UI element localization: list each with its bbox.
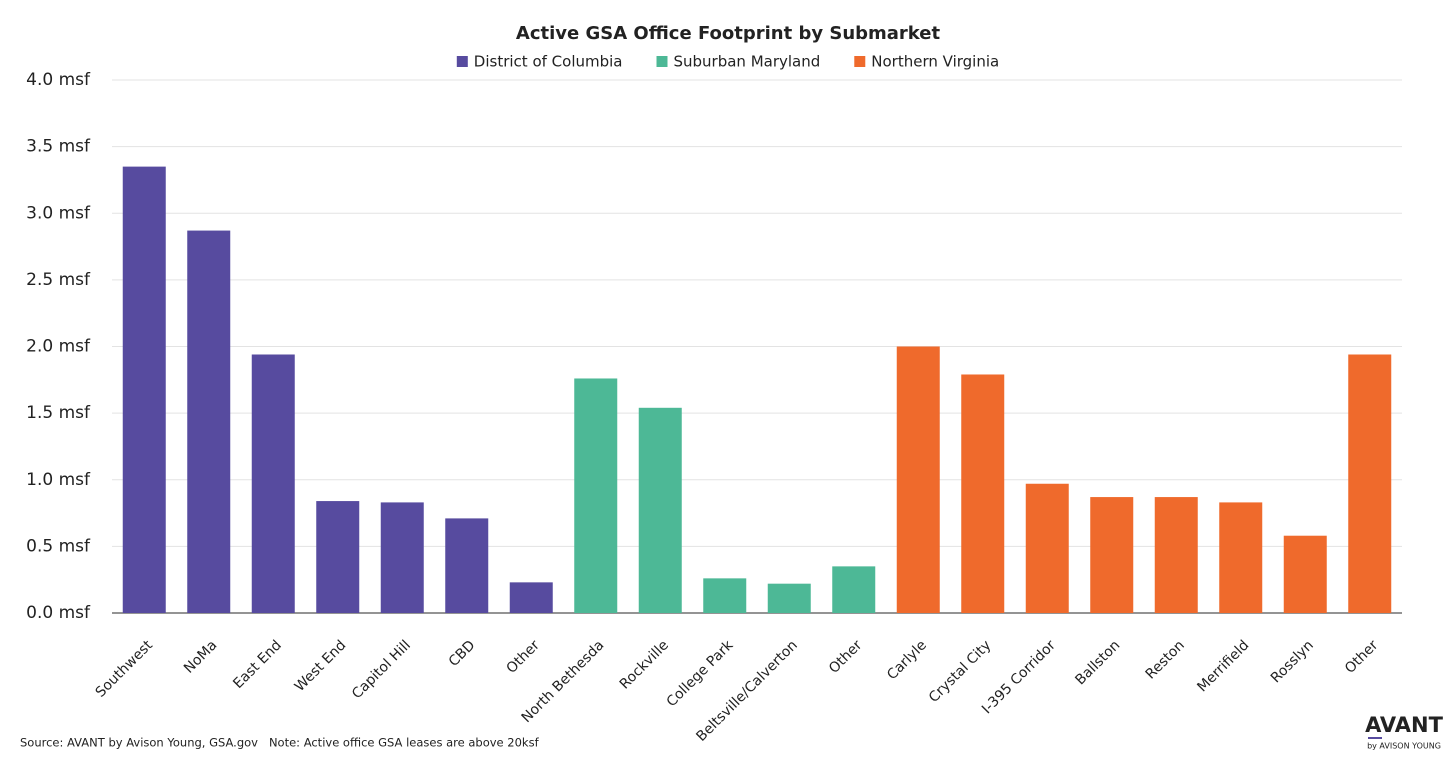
x-tick-label: West End (292, 637, 350, 695)
x-tick-label: Southwest (93, 637, 157, 701)
x-tick-label: Other (503, 637, 543, 677)
x-tick-label: Crystal City (926, 637, 995, 706)
bar (122, 166, 166, 614)
x-tick-label: College Park (664, 637, 737, 710)
source-note: Source: AVANT by Avison Young, GSA.gov N… (20, 736, 540, 750)
legend-swatch (656, 56, 668, 67)
bar (509, 582, 553, 613)
y-tick-label: 3.5 msf (26, 137, 91, 157)
bar (1025, 483, 1069, 613)
x-tick-label: Reston (1143, 637, 1188, 682)
x-tick-label: NoMa (181, 637, 220, 676)
x-tick-label: Other (1342, 637, 1382, 677)
bar (832, 566, 876, 613)
y-tick-label: 0.5 msf (26, 536, 91, 556)
x-tick-label: CBD (446, 637, 479, 670)
bar (1219, 502, 1263, 613)
bar (703, 578, 747, 613)
x-tick-label: Capitol Hill (349, 637, 414, 702)
y-tick-label: 1.5 msf (26, 403, 91, 423)
legend-swatch (456, 56, 468, 67)
bar (187, 230, 231, 613)
bar (961, 374, 1005, 613)
bar (896, 346, 940, 613)
legend-swatch (854, 56, 866, 67)
legend-label: Suburban Maryland (674, 53, 821, 71)
x-tick-label: Merrifield (1194, 637, 1252, 695)
bar (1154, 497, 1198, 613)
y-tick-label: 2.5 msf (26, 270, 91, 290)
bar (1348, 354, 1392, 613)
x-tick-label: Rosslyn (1268, 637, 1317, 686)
y-tick-label: 2.0 msf (26, 337, 91, 357)
bar (767, 583, 811, 613)
bar (316, 501, 360, 613)
logo-tagline: by AVISON YOUNG (1367, 742, 1441, 751)
bar (380, 502, 424, 613)
y-tick-label: 1.0 msf (26, 470, 91, 490)
x-tick-label: Other (826, 637, 866, 677)
bar (445, 518, 489, 613)
legend-label: District of Columbia (474, 53, 623, 71)
bar (1090, 497, 1134, 613)
logo-name: AVANT (1365, 713, 1443, 737)
y-tick-label: 4.0 msf (26, 70, 91, 90)
bar (251, 354, 295, 613)
bar (638, 407, 682, 613)
y-tick-label: 3.0 msf (26, 203, 91, 223)
chart-title: Active GSA Office Footprint by Submarket (516, 23, 941, 44)
x-tick-label: Ballston (1072, 637, 1123, 688)
bar (574, 378, 618, 613)
y-tick-label: 0.0 msf (26, 603, 91, 623)
x-tick-label: Carlyle (884, 637, 930, 683)
bar (1283, 535, 1327, 613)
x-tick-label: Rockville (617, 637, 672, 692)
legend-label: Northern Virginia (871, 53, 999, 71)
x-tick-label: East End (230, 637, 285, 692)
